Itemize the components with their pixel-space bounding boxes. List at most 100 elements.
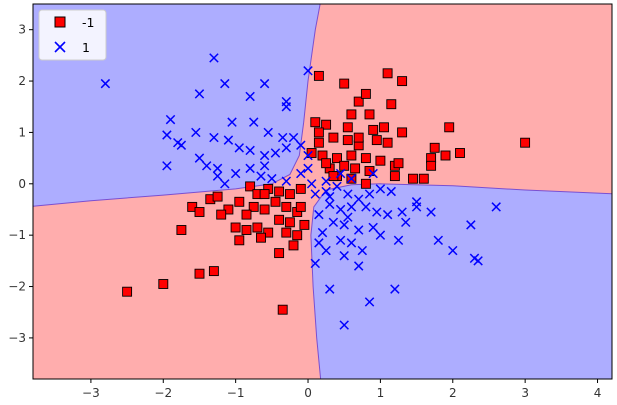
point-pos1	[209, 132, 219, 143]
point-pos1	[277, 132, 288, 143]
point-neg1	[332, 153, 342, 164]
point-pos1	[212, 163, 223, 174]
point-neg1	[187, 201, 198, 212]
point-pos1	[288, 132, 299, 143]
point-neg1	[274, 214, 285, 225]
point-neg1	[353, 96, 364, 107]
point-neg1	[176, 225, 187, 235]
point-neg1	[256, 232, 266, 243]
legend-marker-pos1	[54, 41, 66, 53]
point-pos1	[256, 171, 266, 181]
point-neg1	[208, 266, 219, 277]
point-neg1	[364, 109, 375, 120]
point-neg1	[379, 122, 389, 133]
x-tick-label: 1	[377, 386, 385, 400]
point-pos1	[314, 238, 324, 248]
point-pos1	[364, 297, 375, 307]
y-tick-label: 3	[18, 23, 26, 37]
point-pos1	[353, 225, 364, 235]
point-pos1	[335, 204, 346, 215]
point-neg1	[371, 135, 382, 146]
point-pos1	[361, 202, 371, 212]
point-neg1	[274, 248, 285, 259]
point-neg1	[389, 171, 400, 182]
point-pos1	[245, 91, 255, 102]
point-pos1	[364, 189, 375, 199]
point-pos1	[317, 227, 328, 238]
point-pos1	[314, 209, 324, 220]
point-neg1	[230, 222, 241, 233]
y-tick-label: −1	[8, 228, 26, 242]
point-neg1	[295, 183, 306, 194]
y-tick-label: −2	[8, 280, 26, 294]
point-neg1	[284, 189, 295, 200]
point-pos1	[281, 102, 292, 112]
point-pos1	[212, 171, 223, 181]
point-pos1	[346, 238, 357, 248]
point-neg1	[360, 153, 371, 164]
point-pos1	[335, 168, 346, 179]
y-tick-label: 0	[18, 177, 26, 191]
point-neg1	[122, 286, 133, 297]
point-neg1	[295, 201, 306, 212]
x-tick-label: 2	[449, 386, 457, 400]
point-neg1	[440, 150, 451, 161]
point-pos1	[191, 127, 201, 138]
point-neg1	[386, 99, 397, 110]
point-neg1	[328, 171, 339, 182]
point-pos1	[375, 184, 386, 194]
legend: -1 1	[38, 9, 107, 61]
point-pos1	[223, 135, 234, 145]
point-pos1	[473, 256, 483, 266]
point-neg1	[281, 201, 292, 212]
point-pos1	[310, 258, 320, 269]
point-pos1	[448, 245, 458, 256]
point-pos1	[296, 140, 306, 150]
point-pos1	[382, 209, 393, 220]
watermark: https://blog.csdn.net/Linli522362242	[391, 379, 612, 393]
point-pos1	[339, 220, 349, 230]
point-neg1	[274, 186, 285, 197]
point-neg1	[321, 158, 332, 169]
point-pos1	[433, 235, 444, 246]
point-neg1	[216, 209, 227, 220]
point-pos1	[194, 89, 205, 99]
point-neg1	[382, 137, 393, 148]
x-tick-label: −1	[227, 386, 245, 400]
point-neg1	[382, 68, 393, 79]
point-pos1	[259, 150, 270, 161]
point-neg1	[281, 227, 292, 238]
point-neg1	[350, 163, 361, 174]
point-pos1	[162, 161, 172, 171]
point-neg1	[426, 160, 437, 171]
point-pos1	[245, 163, 255, 174]
point-pos1	[306, 179, 317, 189]
point-neg1	[328, 132, 339, 143]
point-neg1	[284, 217, 295, 228]
point-pos1	[346, 173, 357, 184]
point-neg1	[342, 122, 353, 133]
point-pos1	[310, 189, 320, 199]
point-pos1	[281, 143, 292, 153]
point-pos1	[390, 284, 400, 294]
point-pos1	[249, 117, 259, 127]
point-neg1	[364, 166, 375, 176]
point-pos1	[426, 207, 436, 217]
point-pos1	[234, 143, 244, 153]
point-pos1	[325, 191, 335, 202]
x-tick-label: 4	[594, 386, 602, 400]
x-tick-label: 3	[521, 386, 529, 400]
point-neg1	[263, 227, 274, 238]
point-neg1	[252, 222, 263, 233]
point-pos1	[201, 161, 212, 171]
point-neg1	[270, 196, 281, 207]
point-pos1	[267, 173, 277, 184]
points-layer	[100, 53, 531, 330]
point-pos1	[321, 245, 331, 256]
point-pos1	[259, 78, 270, 89]
point-neg1	[346, 109, 357, 120]
point-neg1	[313, 70, 324, 81]
point-pos1	[386, 186, 396, 197]
x-tick-label: −2	[154, 386, 172, 400]
